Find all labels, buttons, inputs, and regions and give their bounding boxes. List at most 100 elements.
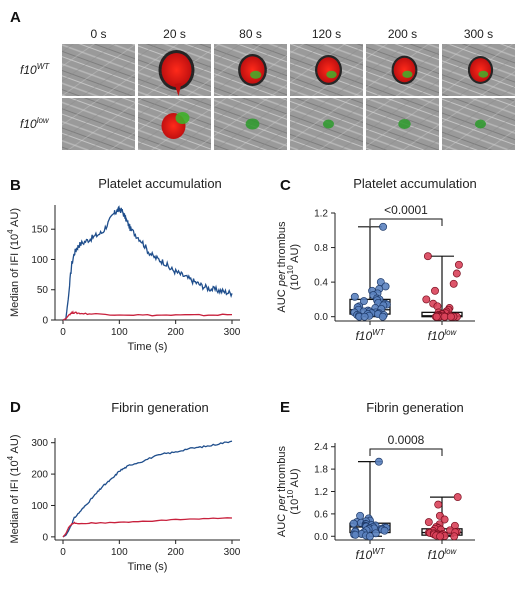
y-tick-label: 1.2 xyxy=(314,209,328,220)
chart-title: Platelet accumulation xyxy=(353,176,477,191)
data-point xyxy=(374,457,383,466)
panel-letter-c: C xyxy=(280,177,291,194)
micrograph-tile xyxy=(290,98,363,150)
chart-c: C Platelet accumulation 0.0 0.4 0.8 1.2 AUC pe… xyxy=(276,176,477,343)
y-axis-label: AUC per thrombus xyxy=(276,445,288,537)
y-tick-label: 0 xyxy=(42,316,48,327)
x-axis-label: Time (s) xyxy=(128,561,168,573)
significance-bracket xyxy=(369,448,443,456)
series-line xyxy=(62,310,233,321)
panel-letter-a: A xyxy=(10,9,21,26)
chart-title: Platelet accumulation xyxy=(98,176,222,191)
data-point xyxy=(436,532,445,541)
y-axis-label-units: (1010 AU) xyxy=(286,468,301,514)
data-point xyxy=(350,292,359,301)
data-point xyxy=(434,500,443,509)
y-tick-label: 2.4 xyxy=(314,442,328,453)
y-axis-label: Median of IFI (104 AU) xyxy=(6,434,21,543)
data-point xyxy=(422,295,431,304)
series-line xyxy=(62,205,233,321)
y-tick-label: 1.8 xyxy=(314,465,328,476)
p-value: <0.0001 xyxy=(384,203,428,217)
data-point xyxy=(359,297,368,306)
data-point xyxy=(450,532,459,541)
significance-bracket xyxy=(369,218,443,226)
data-point xyxy=(440,515,449,524)
y-tick-label: 0.0 xyxy=(314,532,328,543)
data-point xyxy=(424,518,433,527)
y-tick-label: 300 xyxy=(31,438,48,449)
data-point xyxy=(449,279,458,288)
y-tick-label: 1.2 xyxy=(314,487,328,498)
data-point xyxy=(379,222,388,231)
time-label: 120 s xyxy=(312,27,341,41)
data-point xyxy=(360,312,369,321)
y-tick-label: 100 xyxy=(31,255,48,266)
time-label: 0 s xyxy=(90,27,106,41)
time-label: 200 s xyxy=(388,27,417,41)
x-tick-label: 200 xyxy=(167,547,184,558)
chart-b: B Platelet accumulation 0 50 100 150 0 100 200 30… xyxy=(6,176,241,353)
micrograph-tile xyxy=(214,44,287,96)
micrograph-tile xyxy=(366,44,439,96)
x-tick-label: 300 xyxy=(224,327,241,338)
y-tick-label: 0.0 xyxy=(314,312,328,323)
y-tick-label: 150 xyxy=(31,225,48,236)
x-tick-label: 300 xyxy=(224,547,241,558)
panel-letter-e: E xyxy=(280,399,290,416)
time-label: 300 s xyxy=(464,27,493,41)
x-tick-label: 100 xyxy=(111,327,128,338)
panel-letter-d: D xyxy=(10,399,21,416)
data-point xyxy=(453,493,462,502)
micrograph-tile xyxy=(62,44,135,96)
micrograph-tile xyxy=(442,44,515,96)
y-axis-label: Median of IFI (104 AU) xyxy=(6,208,21,317)
y-tick-label: 0.6 xyxy=(314,509,328,520)
x-tick-label: 200 xyxy=(167,327,184,338)
micrograph-tile xyxy=(214,98,287,150)
panel-a: A 0 s 20 s 80 s 120 s 200 s 300 s f10WT f10low xyxy=(10,9,515,150)
y-tick-label: 50 xyxy=(37,285,49,296)
chart-title: Fibrin generation xyxy=(111,400,209,415)
time-label: 20 s xyxy=(163,27,186,41)
data-point xyxy=(378,312,387,321)
y-tick-label: 0.4 xyxy=(314,278,328,289)
panel-letter-b: B xyxy=(10,177,21,194)
data-point xyxy=(454,260,463,269)
series-line xyxy=(62,440,233,538)
y-axis-label: AUC per thrombus xyxy=(276,221,288,313)
row-label-wt: f10WT xyxy=(20,62,50,77)
data-point xyxy=(351,530,360,539)
y-tick-label: 100 xyxy=(31,501,48,512)
micrograph-tile xyxy=(62,98,135,150)
y-tick-label: 200 xyxy=(31,470,48,481)
data-point xyxy=(432,312,441,321)
data-point xyxy=(349,519,358,528)
data-point xyxy=(423,252,432,261)
chart-title: Fibrin generation xyxy=(366,400,464,415)
y-axis-label-units: (1010 AU) xyxy=(286,244,301,290)
data-point xyxy=(380,526,389,535)
group-label-wt: f10WT xyxy=(355,547,385,562)
chart-d: D Fibrin generation 0 100 200 300 0 100 200 300 Ti… xyxy=(6,399,241,573)
chart-e: E Fibrin generation 0.0 0.6 1.2 1.8 2.4 AUC per… xyxy=(276,399,475,562)
x-axis-label: Time (s) xyxy=(128,341,168,353)
x-tick-label: 100 xyxy=(111,547,128,558)
group-label-low: f10low xyxy=(428,328,458,343)
micrograph-tile xyxy=(138,44,211,96)
y-tick-label: 0 xyxy=(42,532,48,543)
group-label-wt: f10WT xyxy=(355,328,385,343)
series-line xyxy=(62,517,233,538)
data-point xyxy=(452,269,461,278)
time-label: 80 s xyxy=(239,27,262,41)
micrograph-tile xyxy=(366,98,439,150)
p-value: 0.0008 xyxy=(388,433,425,447)
x-tick-label: 0 xyxy=(60,547,66,558)
data-point xyxy=(365,532,374,541)
y-tick-label: 0.8 xyxy=(314,243,328,254)
data-point xyxy=(431,286,439,295)
micrograph-tile xyxy=(442,98,515,150)
group-label-low: f10low xyxy=(428,547,458,562)
data-point xyxy=(446,312,455,321)
